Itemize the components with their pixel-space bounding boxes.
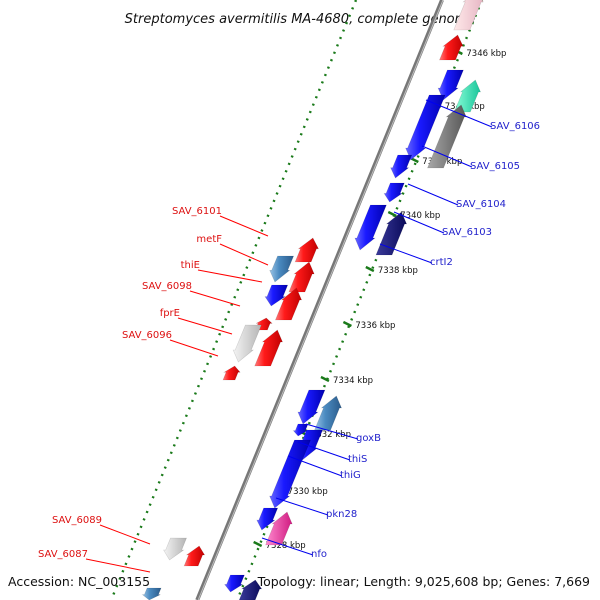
label-leader-line xyxy=(189,290,241,307)
gene-arrow xyxy=(453,0,484,31)
gene-label-right: nfo xyxy=(311,549,327,560)
scale-tick-mark xyxy=(320,375,330,383)
gene-arrow xyxy=(405,94,446,161)
gene-label-left: SAV_6087 xyxy=(38,549,88,560)
label-leader-line xyxy=(261,537,314,556)
gene-label-right: thiS xyxy=(348,454,367,465)
label-leader-line xyxy=(177,317,233,335)
gene-arrow xyxy=(222,365,241,381)
gene-label-left: fprE xyxy=(160,308,180,319)
gene-label-left: SAV_6096 xyxy=(122,330,172,341)
gene-arrow xyxy=(297,389,326,425)
label-leader-line xyxy=(99,524,151,545)
scale-tick-mark xyxy=(365,265,375,273)
gene-arrow xyxy=(265,511,293,546)
gene-label-right: SAV_6106 xyxy=(490,121,540,132)
gene-label-right: SAV_6105 xyxy=(470,161,520,172)
gene-arrow xyxy=(264,284,289,307)
gene-arrow xyxy=(437,69,464,101)
gene-arrow xyxy=(141,587,162,600)
gene-arrow xyxy=(439,34,464,61)
gene-arrow xyxy=(390,154,413,179)
scale-tick-label: 7340 kbp xyxy=(400,211,440,221)
gene-arrow xyxy=(274,287,303,321)
gene-labels: SAV_6101 metF thiE SAV_6098 fprE SAV_6096 SAV_… xyxy=(38,99,540,573)
gene-label-right: pkn28 xyxy=(326,509,357,520)
gene-arrow xyxy=(292,423,309,437)
label-leader-line xyxy=(297,441,351,461)
gene-arrow xyxy=(269,439,311,509)
scale-tick-label: 7336 kbp xyxy=(355,321,395,331)
scale-tick-label: 7346 kbp xyxy=(466,49,506,59)
gene-arrow xyxy=(232,324,262,363)
gene-features xyxy=(141,0,484,600)
gene-label-right: SAV_6104 xyxy=(456,199,506,210)
gene-label-left: metF xyxy=(196,234,222,245)
gene-arrow xyxy=(269,255,295,283)
genome-backbone-highlight xyxy=(197,0,444,600)
gene-arrow xyxy=(238,579,263,600)
accession-text: Accession: NC_003155 xyxy=(8,574,150,589)
scale-tick-mark xyxy=(387,210,397,218)
label-leader-line xyxy=(219,215,269,237)
label-leader-line xyxy=(287,455,343,477)
gene-label-right: thiG xyxy=(340,470,361,481)
gene-arrow xyxy=(254,329,283,367)
gene-arrow xyxy=(163,537,187,561)
scale-tick-label: 7332 kbp xyxy=(311,430,351,440)
scale-tick-label: 7338 kbp xyxy=(378,266,418,276)
gene-arrow xyxy=(314,395,342,431)
gene-label-left: SAV_6098 xyxy=(142,281,192,292)
topology-summary: Topology: linear; Length: 9,025,608 bp; … xyxy=(257,574,590,589)
scale-tick-label: 7334 kbp xyxy=(333,376,373,386)
gene-arrow xyxy=(375,211,408,256)
gene-label-left: SAV_6101 xyxy=(172,206,222,217)
gene-arrow xyxy=(223,574,245,593)
label-leader-line xyxy=(85,558,151,573)
label-leader-line xyxy=(425,99,493,128)
scale-tick-label: 7330 kbp xyxy=(288,487,328,497)
label-leader-line xyxy=(379,243,433,264)
gene-arrow xyxy=(294,237,319,263)
scale-tick-mark xyxy=(342,320,352,328)
gene-label-right: goxB xyxy=(356,433,381,444)
gene-arrow xyxy=(354,204,387,251)
gene-arrow xyxy=(453,79,481,113)
gene-arrow xyxy=(183,545,206,567)
gene-arrow xyxy=(383,182,405,203)
gene-arrow xyxy=(288,261,315,293)
scale-tick-mark xyxy=(253,540,263,548)
gene-label-left: SAV_6089 xyxy=(52,515,102,526)
label-leader-line xyxy=(407,183,459,206)
label-leader-line xyxy=(169,339,219,357)
gene-label-right: crtI2 xyxy=(430,257,453,268)
gene-label-right: SAV_6103 xyxy=(442,227,492,238)
genome-backbone xyxy=(195,0,444,600)
label-leader-line xyxy=(393,211,445,234)
label-leader-line xyxy=(421,145,473,168)
label-leader-line xyxy=(197,269,263,283)
label-leader-line xyxy=(219,243,269,266)
map-title: Streptomyces avermitilis MA-4680, comple… xyxy=(125,12,476,27)
label-leader-line xyxy=(275,497,329,516)
gene-arrow xyxy=(256,507,279,531)
label-leader-line xyxy=(305,423,359,440)
gene-label-left: thiE xyxy=(181,260,200,271)
